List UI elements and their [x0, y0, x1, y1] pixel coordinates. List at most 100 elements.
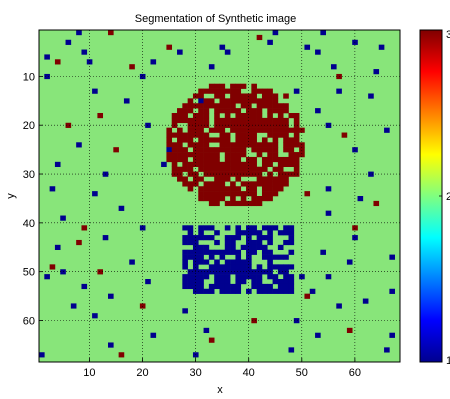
heatmap-cell	[256, 196, 263, 202]
heatmap-cell	[44, 54, 50, 60]
heatmap-cell	[224, 88, 231, 94]
heatmap-cell	[277, 283, 284, 290]
heatmap-cell	[214, 113, 220, 119]
heatmap-cell	[192, 264, 199, 270]
heatmap-cell	[277, 181, 284, 187]
heatmap-cell	[288, 127, 295, 133]
y-axis-label: y	[5, 193, 17, 199]
heatmap-cell	[203, 88, 210, 94]
heatmap-cell	[224, 137, 231, 143]
heatmap-cell	[230, 283, 236, 290]
heatmap-cell	[235, 283, 242, 290]
heatmap-cell	[261, 98, 268, 104]
heatmap-cell	[214, 166, 220, 172]
heatmap-cell	[187, 98, 194, 104]
heatmap-cell	[378, 44, 385, 50]
heatmap-cell	[214, 191, 220, 197]
heatmap-cell	[208, 191, 215, 197]
heatmap-cell	[182, 156, 188, 163]
heatmap-cell	[230, 191, 236, 197]
heatmap-cell	[182, 147, 188, 153]
heatmap-cell	[288, 147, 295, 153]
heatmap-cell	[293, 117, 300, 124]
heatmap-cell	[182, 117, 188, 124]
heatmap-cell	[203, 249, 210, 255]
heatmap-cell	[283, 254, 289, 260]
heatmap-cell	[166, 137, 173, 143]
heatmap-cell	[277, 254, 284, 260]
heatmap-cell	[272, 152, 279, 158]
heatmap-cell	[198, 161, 204, 167]
heatmap-cell	[203, 181, 210, 187]
heatmap-cell	[251, 200, 257, 207]
heatmap-cell	[123, 98, 130, 104]
heatmap-cell	[384, 347, 390, 353]
heatmap-cell	[256, 147, 263, 153]
heatmap-cell	[182, 132, 188, 138]
heatmap-cell	[288, 347, 295, 353]
x-axis: 10 20 30 40 50 60	[83, 358, 361, 379]
heatmap-cell	[60, 215, 66, 221]
heatmap-cell	[203, 142, 210, 148]
heatmap-cell	[336, 303, 342, 309]
heatmap-cell	[230, 161, 236, 167]
heatmap-cell	[187, 239, 194, 246]
heatmap-cell	[219, 93, 226, 99]
heatmap-cell	[182, 308, 188, 314]
heatmap-cell	[182, 283, 188, 290]
heatmap-cell	[251, 113, 257, 119]
heatmap-cell	[214, 108, 220, 114]
heatmap-cell	[230, 239, 236, 246]
heatmap-cell	[182, 113, 188, 119]
heatmap-cell	[261, 137, 268, 143]
heatmap-cell	[177, 152, 183, 158]
heatmap-cell	[208, 156, 215, 163]
heatmap-cell	[182, 264, 188, 270]
heatmap-cell	[108, 30, 114, 36]
heatmap-cell	[230, 244, 236, 250]
heatmap-cell	[256, 264, 263, 270]
heatmap-cell	[251, 171, 257, 177]
heatmap-cell	[224, 49, 231, 55]
heatmap-cell	[309, 288, 316, 294]
heatmap-cell	[198, 235, 204, 241]
heatmap-cell	[219, 181, 226, 187]
heatmap-cell	[261, 249, 268, 255]
heatmap-cell	[277, 264, 284, 270]
heatmap-cell	[267, 264, 273, 270]
heatmap-cell	[272, 279, 279, 285]
heatmap-cell	[198, 274, 204, 280]
heatmap-cell	[288, 279, 295, 285]
heatmap-cell	[288, 235, 295, 241]
heatmap-cell	[219, 108, 226, 114]
heatmap-cell	[208, 200, 215, 207]
heatmap-cell	[139, 73, 146, 80]
heatmap-cell	[251, 117, 257, 124]
heatmap-cell	[224, 132, 231, 138]
heatmap-cell	[267, 103, 273, 109]
heatmap-cell	[235, 142, 242, 148]
heatmap-cell	[224, 117, 231, 124]
heatmap-cell	[261, 181, 268, 187]
heatmap-cell	[230, 152, 236, 158]
heatmap-cell	[267, 108, 273, 114]
heatmap-cell	[92, 191, 98, 197]
heatmap-cell	[288, 249, 295, 255]
x-tick-label: 50	[296, 367, 308, 379]
heatmap-cell	[251, 137, 257, 143]
heatmap-cell	[272, 225, 279, 231]
heatmap-cell	[293, 122, 300, 128]
heatmap-cell	[171, 142, 178, 148]
heatmap-cell	[187, 132, 194, 138]
heatmap-cell	[187, 230, 194, 236]
heatmap-cell	[177, 156, 183, 163]
heatmap-cell	[235, 113, 242, 119]
heatmap-cell	[182, 254, 188, 260]
heatmap-cell	[208, 283, 215, 290]
y-tick-label: 20	[23, 120, 35, 132]
heatmap-cell	[192, 239, 199, 246]
heatmap-cell	[283, 156, 289, 163]
heatmap-cell	[267, 249, 273, 255]
heatmap-cell	[203, 196, 210, 202]
heatmap-cell	[256, 235, 263, 241]
